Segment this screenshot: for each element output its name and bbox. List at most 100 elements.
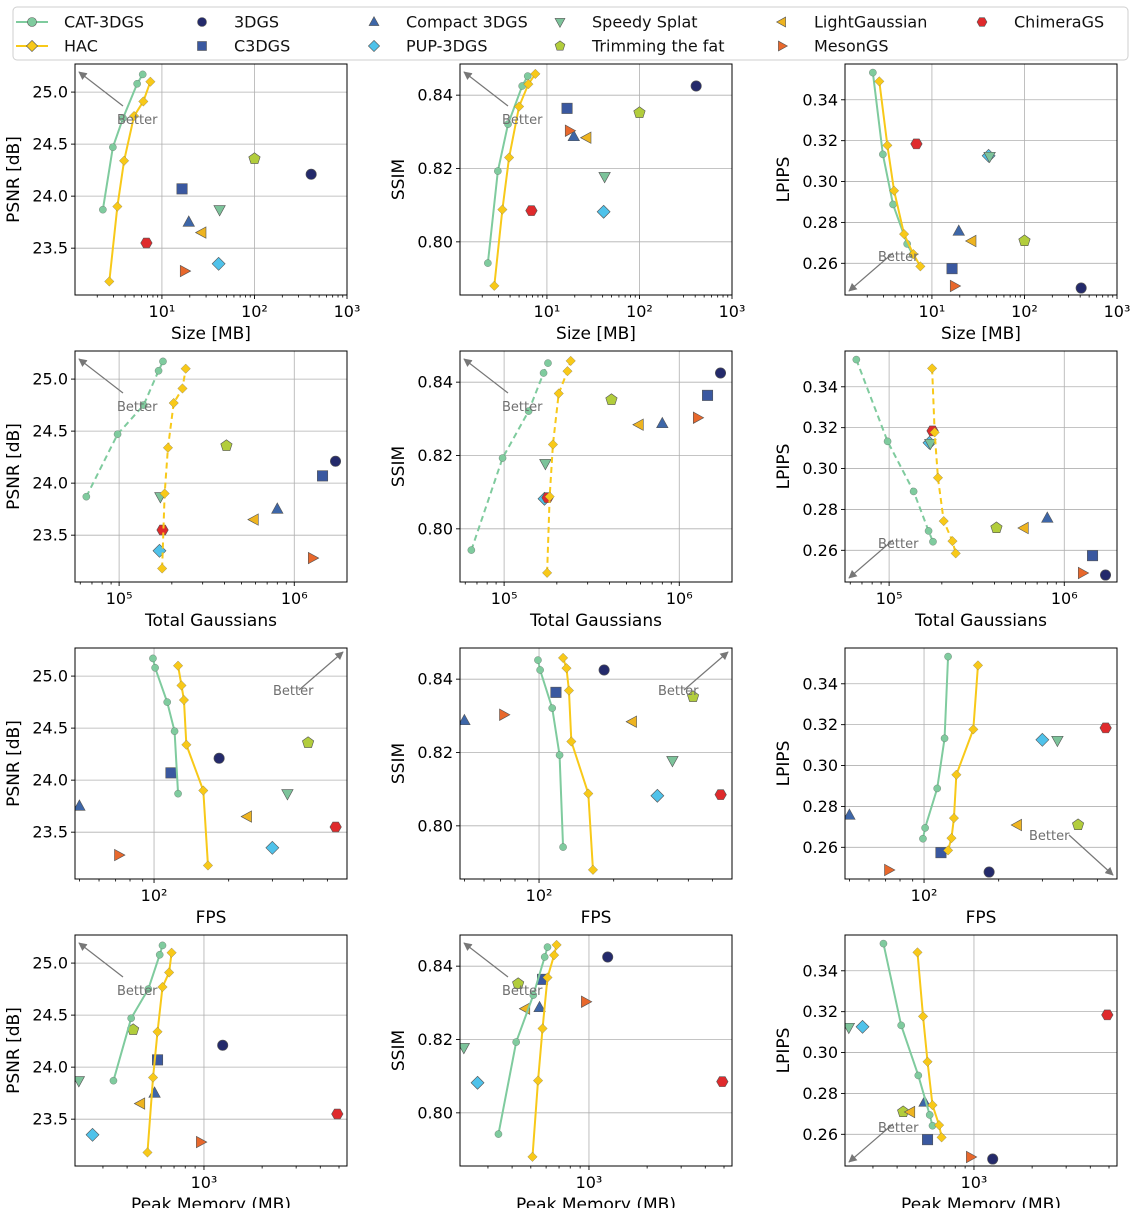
series-point-cat-3dgs (127, 1014, 135, 1022)
y-axis-label: SSIM (389, 446, 409, 487)
series-point-cat-3dgs (536, 666, 544, 674)
legend-marker-3dgs (197, 17, 207, 27)
y-tick-label: 0.30 (802, 459, 838, 478)
point-compact-3dgs (952, 224, 965, 236)
point-trimming-the-fat (990, 521, 1003, 533)
series-point-cat-3dgs (555, 751, 564, 759)
series-point-hac (948, 813, 959, 824)
x-axis-label: Total Gaussians (144, 611, 277, 631)
series-point-cat-3dgs (158, 941, 167, 950)
series-point-hac (537, 1023, 548, 1034)
series-point-hac (145, 76, 156, 87)
point-pup-3dgs (152, 543, 167, 558)
point-c3dgs (561, 102, 573, 114)
better-label: Better (117, 113, 158, 128)
legend-label-cat-3dgs: CAT-3DGS (64, 13, 144, 32)
better-arrow (78, 71, 124, 107)
series-point-cat-3dgs (99, 205, 107, 214)
point-mesongs (949, 279, 962, 293)
series-point-hac (899, 229, 910, 240)
point-lightgaussian (903, 1105, 916, 1119)
legend: CAT-3DGS HAC 3DGS C3DGS Compact 3DGS PUP-3DGS… (12, 6, 1129, 61)
x-axis-label: Peak Memory (MB) (516, 1195, 676, 1208)
series-point-cat-3dgs (879, 150, 887, 159)
point-speedy-splat (75, 1076, 86, 1088)
y-axis-label: PSNR [dB] (4, 136, 24, 223)
point-chimerags (156, 524, 169, 536)
series-point-hac (943, 845, 954, 856)
series-point-cat-3dgs (163, 698, 171, 706)
point-speedy-splat (1051, 735, 1064, 748)
series-point-hac (176, 680, 187, 691)
point-compact-3dgs (460, 713, 471, 726)
x-tick-label: 10³ (719, 302, 746, 321)
y-tick-label: 23.5 (32, 1110, 68, 1129)
plot-data (852, 355, 1112, 581)
y-tick-label: 0.30 (802, 1043, 838, 1062)
y-tick-label: 23.5 (32, 823, 68, 842)
legend-marker-trimming-the-fat (554, 40, 566, 51)
series-point-hac (119, 155, 130, 166)
series-point-cat-3dgs (944, 652, 952, 661)
y-tick-label: 0.28 (802, 500, 838, 519)
axes-frame (844, 350, 1118, 583)
series-point-hac (514, 101, 525, 112)
point-lightgaussian (625, 715, 637, 728)
x-tick-label: 10⁶ (666, 589, 693, 608)
y-tick-label: 0.80 (417, 1103, 453, 1122)
y-axis-label: SSIM (389, 159, 409, 200)
series-point-cat-3dgs (523, 72, 532, 80)
plot-data (467, 355, 727, 578)
series-point-cat-3dgs (543, 943, 552, 951)
x-tick-label: 10³ (961, 1173, 988, 1192)
point-chimerags (1101, 1009, 1114, 1021)
series-point-hac (142, 1147, 153, 1158)
point-trimming-the-fat (687, 690, 700, 702)
series-point-hac (164, 967, 175, 978)
series-point-hac (177, 383, 188, 394)
point-speedy-splat (598, 172, 611, 184)
series-point-hac (180, 363, 191, 374)
legend-item-cat-3dgs: CAT-3DGS (16, 13, 144, 32)
better-annotation: Better (463, 358, 543, 415)
better-arrow (683, 651, 729, 691)
series-point-cat-3dgs (484, 259, 492, 267)
series-point-cat-3dgs (494, 167, 502, 175)
point-compact-3dgs (271, 502, 284, 514)
point-trimming-the-fat (897, 1105, 910, 1117)
point-trimming-the-fat (220, 439, 233, 451)
point-compact-3dgs (75, 799, 86, 811)
series-point-hac (547, 439, 558, 450)
series-point-cat-3dgs (149, 654, 157, 663)
series-point-cat-3dgs (539, 369, 548, 377)
y-tick-label: 0.26 (802, 254, 838, 273)
series-point-hac (950, 548, 961, 559)
point-pup-3dgs (470, 1075, 485, 1090)
series-point-cat-3dgs (494, 1130, 503, 1138)
better-arrow (298, 651, 344, 691)
series-point-hac (934, 1120, 945, 1131)
point-c3dgs (165, 767, 177, 779)
series-point-cat-3dgs (504, 120, 512, 128)
legend-marker-c3dgs (197, 41, 207, 51)
legend-marker-lightgaussian (775, 16, 786, 28)
series-point-cat-3dgs (113, 430, 122, 438)
better-arrow (463, 942, 509, 978)
series-point-cat-3dgs (544, 359, 552, 367)
point-pup-3dgs (650, 788, 665, 803)
y-tick-label: 0.82 (417, 1030, 453, 1049)
axes-frame (459, 647, 733, 880)
better-arrow (463, 358, 509, 394)
y-axis-label: SSIM (389, 1030, 409, 1071)
y-axis-label: LPIPS (774, 1028, 794, 1074)
point-compact-3dgs (1041, 511, 1054, 523)
y-tick-label: 23.5 (32, 526, 68, 545)
x-tick-label: 10³ (576, 1173, 603, 1192)
axes-frame (74, 934, 348, 1167)
point-speedy-splat (845, 1022, 856, 1035)
chart-panel-12: 10³ 0.26 0.28 0.30 0.32 0.34 Peak Memory (MB) L… (774, 934, 1118, 1208)
better-annotation: Better (463, 71, 543, 128)
legend-marker-compact-3dgs (368, 15, 380, 26)
plot-data (99, 70, 317, 287)
